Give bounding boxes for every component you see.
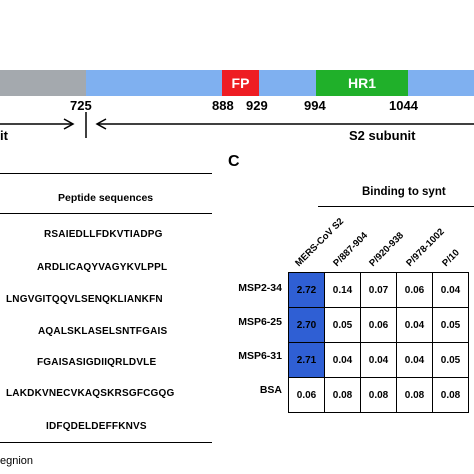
table-row: 2.71 0.04 0.04 0.04 0.05 [288, 342, 469, 378]
heatmap-cell: 0.04 [324, 342, 361, 378]
table-row: 2.70 0.05 0.06 0.04 0.05 [288, 307, 469, 343]
s2-subunit-label: S2 subunit [349, 128, 416, 143]
heatmap-cell: 0.05 [432, 307, 469, 343]
subunit-arrows [0, 112, 474, 138]
position-725: 725 [70, 98, 92, 113]
row-label: BSA [259, 384, 282, 396]
column-header: P/978-1002 [404, 226, 447, 269]
heatmap-cell: 0.08 [396, 377, 433, 413]
s2-region-bar [86, 70, 474, 96]
heatmap-cell: 0.06 [288, 377, 325, 413]
heatmap-cell: 2.70 [288, 307, 325, 343]
position-888: 888 [212, 98, 234, 113]
row-label: MSP2-34 [238, 282, 282, 294]
fp-domain: FP [222, 70, 259, 96]
position-929: 929 [246, 98, 268, 113]
table-row: 2.72 0.14 0.07 0.06 0.04 [288, 272, 469, 308]
row-label: MSP6-25 [238, 316, 282, 328]
heatmap-cell: 0.04 [396, 307, 433, 343]
binding-header-rule [318, 206, 474, 207]
s1-subunit-label: it [0, 128, 8, 143]
heatmap-cell: 0.08 [360, 377, 397, 413]
row-label: MSP6-31 [238, 350, 282, 362]
heatmap-cell: 0.08 [432, 377, 469, 413]
column-header: P/10 [440, 247, 462, 269]
peptide-sequence: LAKDKVNECVKAQSKRSGFCGQG [6, 388, 175, 399]
table-bottom-rule [0, 442, 212, 443]
heatmap-cell: 0.04 [432, 272, 469, 308]
heatmap-cell: 0.14 [324, 272, 361, 308]
heatmap-cell: 0.06 [396, 272, 433, 308]
peptide-sequence: IDFQDELDEFFKNVS [46, 421, 147, 432]
hr1-domain: HR1 [316, 70, 408, 96]
peptide-sequences-header: Peptide sequences [58, 192, 154, 204]
peptide-sequence: FGAISASIGDIIQRLDVLE [37, 357, 157, 368]
heatmap-cell: 0.07 [360, 272, 397, 308]
peptide-sequence: RSAIEDLLFDKVTIADPG [44, 229, 163, 240]
column-header: P/920-938 [367, 230, 407, 269]
heatmap-cell: 2.72 [288, 272, 325, 308]
s1-region-bar [0, 70, 86, 96]
table-top-rule [0, 173, 212, 174]
position-1044: 1044 [389, 98, 418, 113]
heatmap-cell: 0.05 [324, 307, 361, 343]
heatmap-cell: 2.71 [288, 342, 325, 378]
column-header: P/887-904 [331, 230, 371, 269]
table-header-rule [0, 213, 212, 214]
binding-header: Binding to synt [362, 186, 446, 198]
peptide-sequence: LNGVGITQQVLSENQKLIANKFN [6, 294, 163, 305]
binding-heatmap: 2.72 0.14 0.07 0.06 0.04 2.70 0.05 0.06 … [288, 272, 469, 413]
heatmap-cell: 0.08 [324, 377, 361, 413]
peptide-sequence: AQALSKLASELSNTFGAIS [38, 326, 168, 337]
heatmap-cell: 0.06 [360, 307, 397, 343]
heatmap-cell: 0.05 [432, 342, 469, 378]
heatmap-cell: 0.04 [396, 342, 433, 378]
position-994: 994 [304, 98, 326, 113]
panel-c-letter: C [228, 153, 240, 170]
peptide-sequence: ARDLICAQYVAGYKVLPPL [37, 262, 168, 273]
heatmap-cell: 0.04 [360, 342, 397, 378]
table-footnote: egnion [0, 455, 34, 467]
table-row: 0.06 0.08 0.08 0.08 0.08 [288, 377, 469, 413]
